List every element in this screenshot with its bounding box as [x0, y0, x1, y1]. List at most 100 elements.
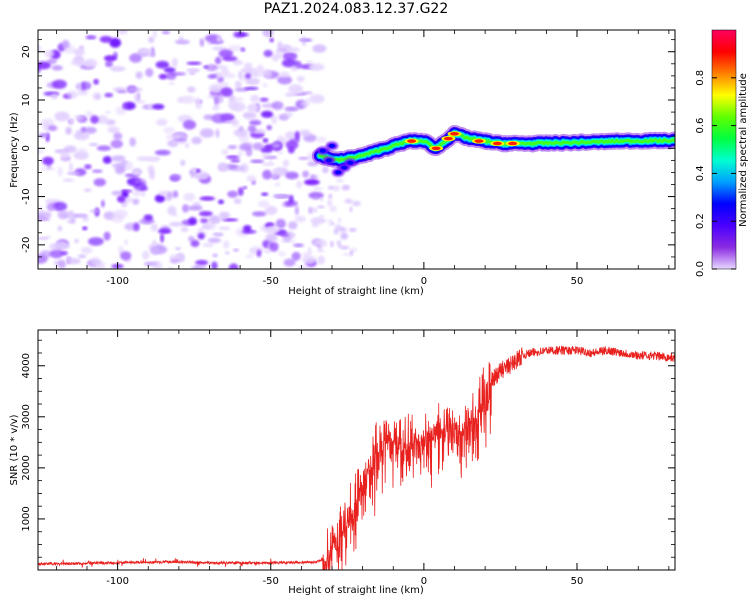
noise-blob	[141, 190, 146, 197]
noise-blob	[212, 253, 218, 258]
signal-onset-core	[341, 165, 348, 170]
noise-blob	[212, 104, 220, 111]
noise-blob	[320, 197, 324, 202]
noise-blob	[284, 106, 299, 112]
noise-blob	[129, 137, 137, 147]
noise-blob	[127, 87, 143, 92]
noise-blob	[249, 246, 264, 255]
signal-hotspot	[508, 141, 518, 146]
noise-blob	[39, 250, 52, 259]
noise-blob	[261, 153, 273, 158]
noise-blob	[73, 131, 90, 141]
noise-blob	[275, 218, 286, 229]
noise-blob	[80, 126, 87, 133]
noise-blob	[148, 36, 155, 44]
snr-x-tick-label: -50	[263, 576, 279, 587]
noise-blob	[146, 156, 161, 161]
noise-blob	[49, 243, 61, 251]
noise-blob	[40, 166, 56, 171]
noise-blob	[50, 93, 58, 100]
noise-blob	[93, 178, 107, 187]
noise-blob	[261, 192, 269, 196]
noise-blob	[211, 261, 218, 269]
noise-blob	[222, 218, 239, 222]
noise-blob	[73, 151, 89, 160]
noise-blob	[308, 206, 313, 214]
noise-blob	[242, 186, 247, 190]
noise-blob	[274, 51, 283, 59]
noise-blob	[152, 239, 157, 247]
noise-blob	[340, 245, 349, 250]
noise-blob	[40, 118, 55, 128]
noise-blob	[77, 148, 88, 153]
spectrogram-x-label: Height of straight line (km)	[288, 286, 424, 297]
noise-blob	[316, 219, 327, 223]
noise-blob	[299, 129, 311, 137]
noise-blob	[333, 228, 339, 235]
colorbar-gradient	[711, 29, 737, 270]
noise-blob	[212, 232, 224, 237]
noise-blob	[121, 189, 133, 193]
signal-hotspot	[407, 139, 417, 143]
snr-frame	[37, 329, 676, 571]
noise-blob	[66, 258, 81, 265]
noise-blob	[113, 209, 128, 219]
noise-blob	[340, 232, 349, 240]
noise-blob	[257, 200, 270, 208]
signal-onset-core	[347, 160, 354, 165]
snr-panel: -100 -50 0 50 1000 2000 3000 4000 Height of st…	[9, 329, 676, 596]
noise-blob	[233, 198, 242, 205]
noise-blob	[297, 265, 309, 269]
noise-blob	[322, 166, 329, 174]
spectrogram-y-axis: -20 -10 0 10 20	[21, 39, 675, 270]
noise-blob	[208, 83, 223, 94]
noise-blob	[99, 35, 113, 43]
noise-blob	[38, 211, 52, 219]
noise-blob	[100, 199, 105, 208]
noise-blob	[52, 201, 68, 212]
noise-blob	[96, 145, 112, 151]
spectrogram-x-axis: -100 -50 0 50	[55, 30, 670, 287]
noise-blob	[38, 61, 51, 70]
noise-blob	[113, 51, 118, 60]
noise-blob	[296, 180, 303, 189]
spectrogram-x-tick-label: 0	[421, 276, 427, 287]
noise-blob	[57, 166, 63, 177]
noise-blob	[88, 237, 104, 246]
noise-blob	[168, 221, 184, 227]
noise-blob	[265, 205, 277, 214]
noise-blob	[68, 117, 74, 126]
noise-blob	[237, 150, 244, 157]
noise-blob	[316, 136, 327, 143]
noise-blob	[152, 103, 165, 110]
noise-blob	[154, 149, 171, 156]
noise-blob	[199, 196, 216, 201]
noise-blob	[44, 200, 54, 204]
noise-blob	[62, 178, 75, 182]
noise-blob	[83, 188, 92, 192]
noise-blob	[38, 44, 42, 53]
noise-blob	[102, 156, 112, 164]
noise-blob	[301, 255, 317, 265]
snr-y-tick-label: 1000	[21, 506, 32, 531]
noise-blob	[124, 239, 128, 245]
signal-hotspot	[492, 141, 502, 146]
noise-blob	[238, 125, 244, 132]
noise-blob	[152, 260, 163, 269]
noise-blob	[308, 63, 325, 71]
noise-blob	[214, 96, 219, 106]
noise-blob	[129, 53, 143, 63]
noise-blob	[211, 113, 227, 124]
noise-blob	[250, 94, 260, 103]
spectrogram-x-tick-label: -100	[106, 276, 129, 287]
figure-title: PAZ1.2024.083.12.37.G22	[263, 1, 449, 17]
noise-blob	[294, 206, 300, 216]
noise-blob	[306, 60, 313, 65]
noise-blob	[38, 236, 49, 240]
snr-y-axis: 1000 2000 3000 4000	[21, 339, 675, 571]
noise-blob	[205, 64, 218, 72]
colorbar-tick-label: 0.2	[695, 213, 706, 229]
noise-blob	[203, 65, 209, 69]
